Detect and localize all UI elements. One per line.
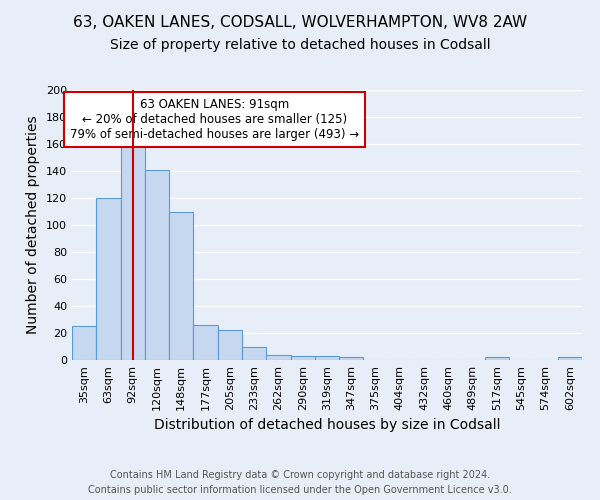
Bar xyxy=(218,330,242,360)
Bar xyxy=(121,134,145,360)
Bar xyxy=(72,326,96,360)
X-axis label: Distribution of detached houses by size in Codsall: Distribution of detached houses by size … xyxy=(154,418,500,432)
Bar xyxy=(290,356,315,360)
Bar xyxy=(266,354,290,360)
Text: Contains public sector information licensed under the Open Government Licence v3: Contains public sector information licen… xyxy=(88,485,512,495)
Bar xyxy=(193,325,218,360)
Bar xyxy=(96,198,121,360)
Bar xyxy=(242,346,266,360)
Y-axis label: Number of detached properties: Number of detached properties xyxy=(26,116,40,334)
Text: Contains HM Land Registry data © Crown copyright and database right 2024.: Contains HM Land Registry data © Crown c… xyxy=(110,470,490,480)
Bar xyxy=(145,170,169,360)
Text: Size of property relative to detached houses in Codsall: Size of property relative to detached ho… xyxy=(110,38,490,52)
Bar xyxy=(558,358,582,360)
Text: 63, OAKEN LANES, CODSALL, WOLVERHAMPTON, WV8 2AW: 63, OAKEN LANES, CODSALL, WOLVERHAMPTON,… xyxy=(73,15,527,30)
Bar xyxy=(169,212,193,360)
Text: 63 OAKEN LANES: 91sqm
← 20% of detached houses are smaller (125)
79% of semi-det: 63 OAKEN LANES: 91sqm ← 20% of detached … xyxy=(70,98,359,141)
Bar xyxy=(339,358,364,360)
Bar xyxy=(315,356,339,360)
Bar xyxy=(485,358,509,360)
